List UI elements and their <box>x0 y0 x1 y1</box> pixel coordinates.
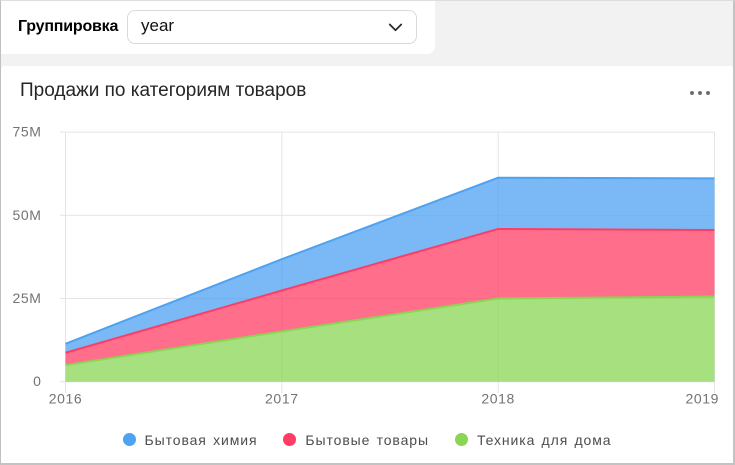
x-axis-label: 2016 <box>49 390 83 406</box>
ellipsis-dot-icon <box>697 91 703 96</box>
ellipsis-dot-icon <box>690 91 695 96</box>
y-axis-label: 75M <box>12 123 41 139</box>
select-value: year <box>141 16 175 35</box>
x-axis-label: 2019 <box>685 390 719 406</box>
area-band <box>65 296 715 382</box>
area-top-line <box>65 295 715 366</box>
chevron-down-icon <box>388 23 403 32</box>
chart-menu-button[interactable] <box>686 87 714 99</box>
legend-item[interactable]: Бытовая химия <box>122 431 258 448</box>
y-axis-label: 0 <box>33 373 41 389</box>
legend-item[interactable]: Техника для дома <box>454 431 612 448</box>
y-axis-label: 25M <box>12 290 41 306</box>
legend-marker-icon <box>283 433 297 446</box>
area-top-line <box>65 227 715 354</box>
chart-title: Продажи по категориям товаров <box>20 79 307 101</box>
x-axis-label: 2018 <box>481 390 515 406</box>
legend-label: Бытовая химия <box>144 431 258 448</box>
y-axis-label: 50M <box>12 206 41 222</box>
x-axis-label: 2017 <box>265 390 299 406</box>
legend-marker-icon <box>454 433 468 446</box>
selector-widget: Группировка year <box>1 1 435 54</box>
legend-marker-icon <box>122 433 136 446</box>
legend-label: Техника для дома <box>476 431 612 448</box>
ellipsis-dot-icon <box>705 91 711 96</box>
chart-widget: Продажи по категориям товаров 0 25M 50M 75M… <box>1 65 733 463</box>
grouping-select[interactable]: year <box>127 10 417 44</box>
area-top-line <box>65 176 715 345</box>
area-band <box>65 228 715 365</box>
stacked-area-chart: 0 25M 50M 75M 2016 2017 2018 2019 <box>12 123 719 406</box>
legend-item[interactable]: Бытовые товары <box>283 432 429 448</box>
selector-label: Группировка <box>18 18 119 35</box>
legend-label: Бытовые товары <box>305 431 429 448</box>
chart-legend: Бытовая химия Бытовые товары Техника для д… <box>1 432 733 448</box>
area-band <box>65 177 715 353</box>
